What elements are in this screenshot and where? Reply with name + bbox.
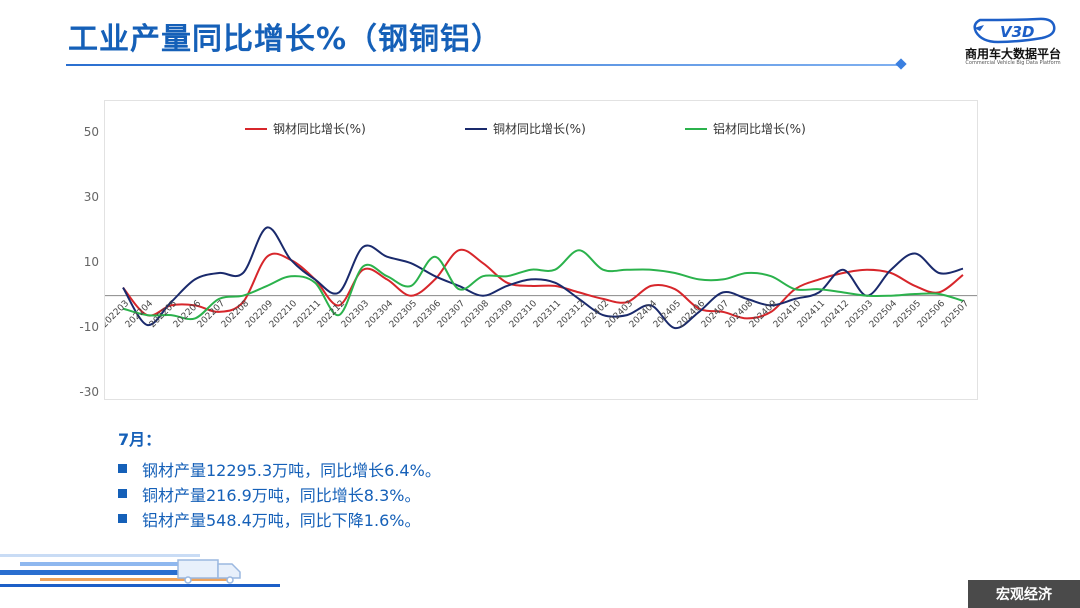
logo-name: 商用车大数据平台 — [964, 47, 1061, 61]
y-tick-label: -30 — [79, 385, 99, 399]
note-text: 钢材产量12295.3万吨，同比增长6.4%。 — [142, 460, 441, 480]
divider-diamond-icon — [895, 58, 907, 70]
y-tick-label: 50 — [83, 125, 99, 140]
page-title: 工业产量同比增长%（钢铜铝） — [68, 22, 503, 57]
logo-badge-text: V3D — [1000, 23, 1035, 41]
notes-month: 7月： — [118, 430, 162, 449]
note-item-aluminum: 铝材产量548.4万吨，同比下降1.6%。 — [118, 506, 441, 531]
note-text: 铝材产量548.4万吨，同比下降1.6%。 — [142, 510, 421, 530]
note-item-copper: 铜材产量216.9万吨，同比增长8.3%。 — [118, 481, 441, 506]
logo-subtitle: Commercial Vehicle Big Data Platform — [965, 60, 1061, 66]
note-text: 铜材产量216.9万吨，同比增长8.3%。 — [142, 485, 421, 505]
legend-label: 铜材同比增长(%) — [493, 121, 586, 136]
square-bullet-icon — [118, 489, 127, 498]
category-tag: 宏观经济 — [968, 580, 1080, 608]
v3d-badge-icon: V3D — [973, 17, 1056, 44]
note-item-steel: 钢材产量12295.3万吨，同比增长6.4%。 — [118, 456, 441, 481]
platform-logo: V3D — [973, 17, 1056, 44]
legend-label: 钢材同比增长(%) — [273, 122, 366, 136]
y-tick-label: 10 — [83, 255, 99, 270]
series-line-0 — [122, 248, 964, 320]
legend-label: 铝材同比增长(%) — [713, 121, 806, 136]
title-divider — [66, 64, 902, 66]
series-line-2 — [122, 249, 964, 321]
square-bullet-icon — [118, 464, 127, 473]
notes-panel: 7月： 钢材产量12295.3万吨，同比增长6.4%。 铜材产量216.9万吨，… — [118, 426, 441, 531]
chart-panel: 202203 202204 202205 202206 202207 202208 2022… — [79, 100, 978, 400]
series-line-1 — [122, 226, 964, 330]
metal-production-chart: 2022032022042022052022062022072022082022… — [105, 121, 977, 330]
truck-icon — [177, 559, 241, 584]
truck-banner-decoration — [0, 554, 280, 587]
y-tick-label: -10 — [79, 320, 99, 335]
square-bullet-icon — [118, 514, 127, 523]
y-tick-label: 30 — [83, 190, 99, 205]
